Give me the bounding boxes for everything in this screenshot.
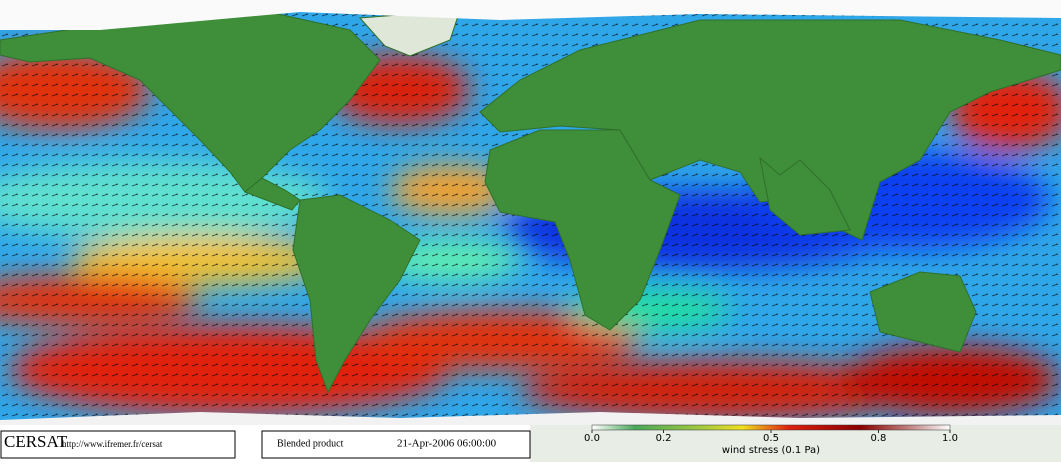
product-box bbox=[261, 430, 531, 459]
land bbox=[0, 9, 1061, 394]
southeast-asia bbox=[759, 156, 851, 236]
colorbar-tick-label: 0.8 bbox=[870, 433, 886, 444]
colorbar-tick-label: 1.0 bbox=[942, 433, 958, 444]
url: http://www.ifremer.fr/cersat bbox=[62, 439, 163, 449]
footer-land-strip bbox=[530, 425, 1061, 462]
colorbar-tick-label: 0.0 bbox=[584, 433, 600, 444]
product: Blended product bbox=[277, 438, 344, 449]
colorbar-tick-label: 0.5 bbox=[763, 433, 779, 444]
logo: CERSAT bbox=[4, 432, 68, 451]
colorbar bbox=[591, 424, 951, 431]
colorbar-label: wind stress (0.1 Pa) bbox=[722, 445, 820, 456]
antarctic-ice bbox=[0, 412, 1061, 425]
arctic-ice bbox=[0, 0, 1061, 30]
map-area bbox=[0, 0, 1061, 425]
australia bbox=[869, 271, 977, 353]
timestamp: 21-Apr-2006 06:00:00 bbox=[397, 438, 497, 450]
colorbar-tick-label: 0.2 bbox=[656, 433, 672, 444]
logo-box bbox=[0, 430, 236, 459]
eurasia bbox=[479, 19, 1061, 241]
central-america bbox=[244, 177, 301, 211]
south-america bbox=[292, 194, 421, 394]
